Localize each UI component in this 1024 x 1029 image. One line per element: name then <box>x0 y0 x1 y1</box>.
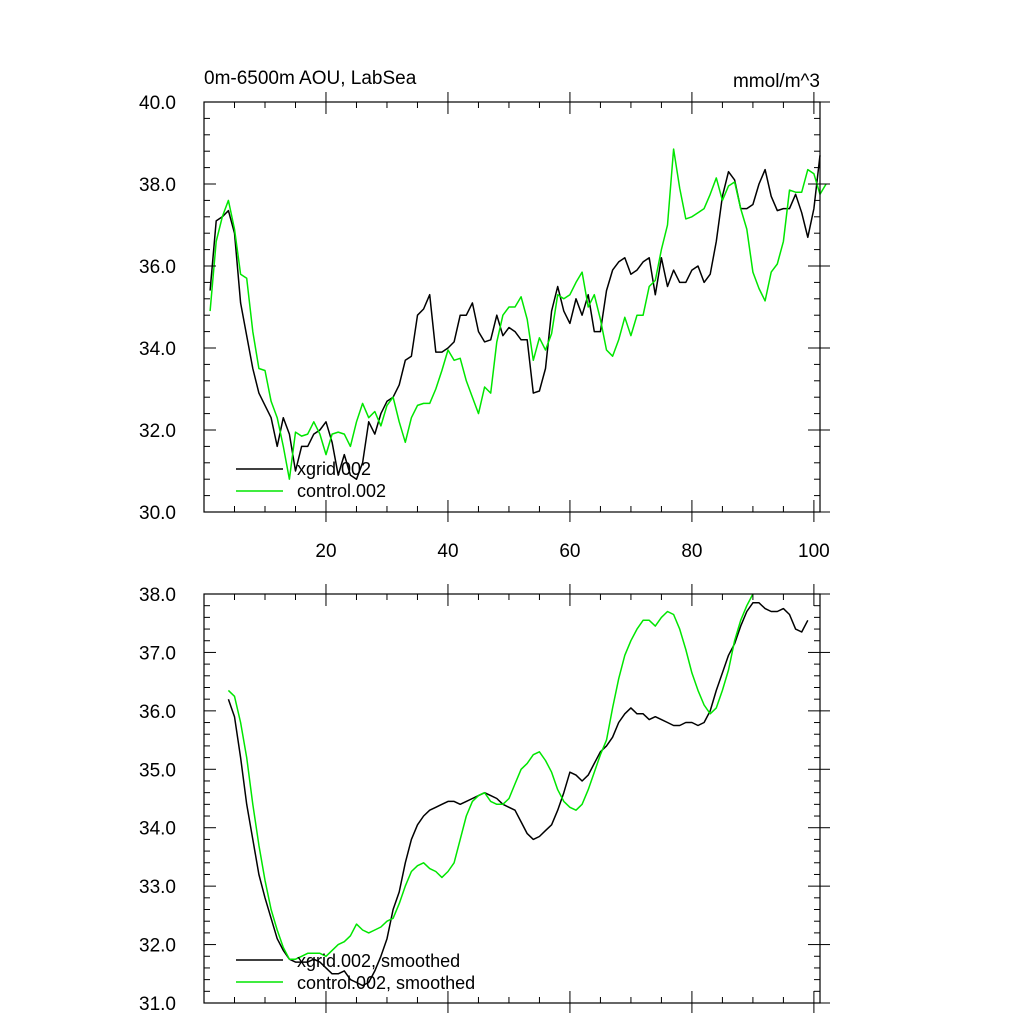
series-line-control <box>227 593 754 960</box>
y-tick-label: 33.0 <box>139 877 176 898</box>
y-tick-label: 32.0 <box>139 421 176 442</box>
plot-frame <box>203 101 821 513</box>
y-tick-label: 38.0 <box>139 585 176 606</box>
series-line-xgrid <box>209 155 821 480</box>
bottom-panel-lines <box>227 593 809 987</box>
bottom-panel: 31.0 32.0 33.0 34.0 35.0 36.0 37.0 38.0 xgrid.0… <box>139 584 830 1015</box>
x-tick-label: 60 <box>559 541 580 562</box>
bottom-panel-axes: 31.0 32.0 33.0 34.0 35.0 36.0 37.0 38.0 <box>139 584 830 1015</box>
x-tick-label: 20 <box>315 541 336 562</box>
y-tick-label: 40.0 <box>139 93 176 114</box>
series-line-xgrid <box>227 602 809 987</box>
y-tick-label: 36.0 <box>139 702 176 723</box>
bottom-panel-legend: xgrid.002, smoothed control.002, smoothe… <box>236 951 475 993</box>
top-panel: 0m-6500m AOU, LabSea mmol/m^3 20 40 60 80 10… <box>139 68 830 562</box>
y-tick-label: 32.0 <box>139 936 176 957</box>
y-tick-label: 30.0 <box>139 503 176 524</box>
legend-label-xgrid: xgrid.002 <box>297 459 371 479</box>
y-tick-label: 34.0 <box>139 339 176 360</box>
legend-label-control: control.002 <box>297 481 386 501</box>
x-tick-label: 80 <box>681 541 702 562</box>
legend-label-control-smoothed: control.002, smoothed <box>297 973 475 993</box>
top-panel-title: 0m-6500m AOU, LabSea <box>204 68 417 89</box>
top-panel-lines <box>209 148 827 480</box>
top-panel-legend: xgrid.002 control.002 <box>236 459 386 501</box>
legend-label-xgrid-smoothed: xgrid.002, smoothed <box>297 951 460 971</box>
x-tick-label: 40 <box>437 541 458 562</box>
y-tick-label: 38.0 <box>139 175 176 196</box>
plot-frame <box>203 593 821 1004</box>
y-tick-label: 34.0 <box>139 819 176 840</box>
top-panel-units: mmol/m^3 <box>733 71 820 92</box>
y-tick-label: 35.0 <box>139 760 176 781</box>
y-tick-label: 31.0 <box>139 994 176 1015</box>
series-line-control <box>209 148 827 480</box>
y-tick-label: 36.0 <box>139 257 176 278</box>
y-tick-label: 37.0 <box>139 643 176 664</box>
x-tick-label: 100 <box>798 541 830 562</box>
top-panel-axes: 20 40 60 80 100 30.0 32.0 34.0 36.0 38.0 40.0 <box>139 92 830 562</box>
